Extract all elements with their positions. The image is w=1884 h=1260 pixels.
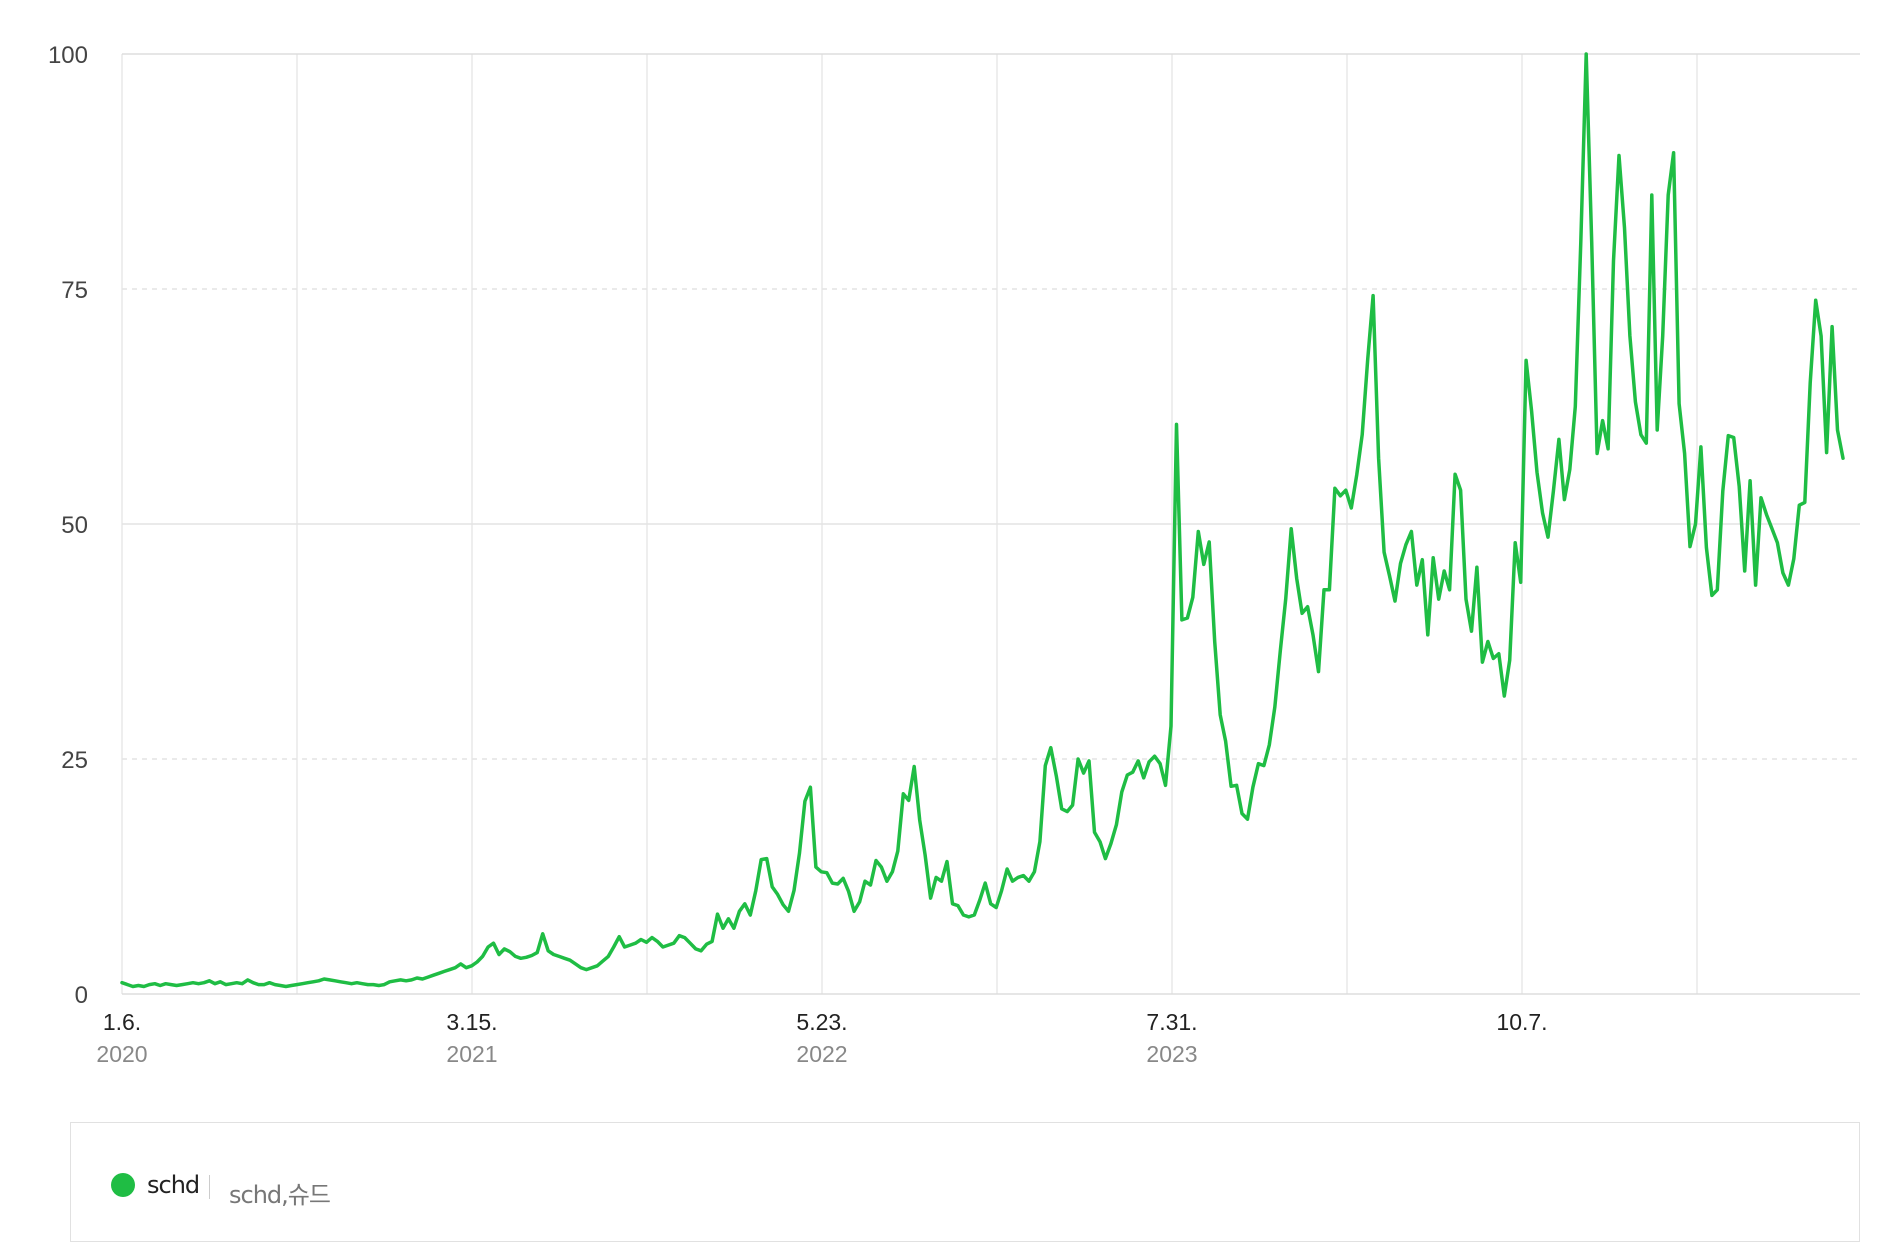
- legend-panel: schd schd,슈드: [70, 1122, 1860, 1242]
- y-tick-label: 75: [61, 277, 88, 304]
- x-tick-label: 10.7.: [1496, 1009, 1547, 1035]
- chart-svg: 0 25 50 75 100 1.6. 2020 3.15. 2021 5.23. 2022 7.31…: [48, 42, 1860, 1067]
- x-tick-year-label: 2021: [446, 1041, 497, 1067]
- legend-keywords: schd,슈드: [229, 1181, 331, 1209]
- x-tick-year-label: 2020: [96, 1041, 147, 1067]
- legend-divider: [209, 1175, 210, 1199]
- x-tick-label: 1.6.: [103, 1009, 141, 1035]
- x-tick-label: 3.15.: [446, 1009, 497, 1035]
- x-tick-year-label: 2023: [1146, 1041, 1197, 1067]
- y-tick-label: 100: [48, 42, 88, 69]
- trend-chart: 0 25 50 75 100 1.6. 2020 3.15. 2021 5.23. 2022 7.31…: [48, 42, 1860, 1067]
- x-tick-label: 7.31.: [1146, 1009, 1197, 1035]
- y-tick-label: 0: [75, 982, 88, 1009]
- series-color-dot[interactable]: [111, 1173, 135, 1197]
- legend-series-name[interactable]: schd: [147, 1171, 200, 1199]
- x-tick-label: 5.23.: [796, 1009, 847, 1035]
- series-line-schd: [120, 52, 1845, 989]
- y-tick-label: 50: [61, 512, 88, 539]
- y-tick-label: 25: [61, 747, 88, 774]
- x-tick-year-label: 2022: [796, 1041, 847, 1067]
